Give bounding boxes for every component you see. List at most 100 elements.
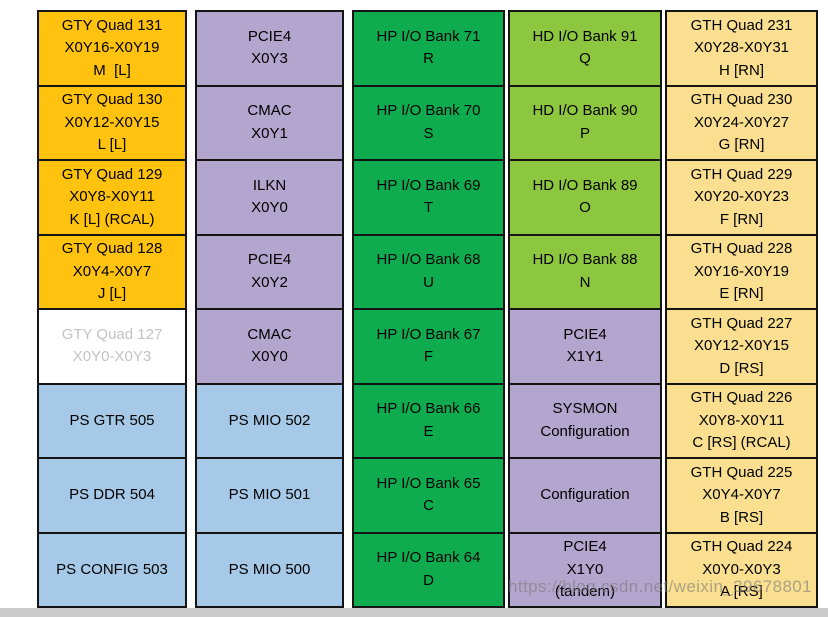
block-hp-io-bank-66: HP I/O Bank 66 E — [352, 382, 505, 459]
block-hp-io-bank-67: HP I/O Bank 67 F — [352, 308, 505, 385]
block-line: GTH Quad 228 — [690, 240, 793, 257]
block-gty-quad-130: GTY Quad 130 X0Y12-X0Y15 L [L] — [37, 84, 187, 161]
block-gty-quad-128: GTY Quad 128 X0Y4-X0Y7 J [L] — [37, 233, 187, 310]
block-hd-io-bank-91: HD I/O Bank 91 Q — [508, 10, 662, 87]
block-pcie4-x0y2: PCIE4 X0Y2 — [195, 233, 344, 310]
block-line: GTH Quad 230 — [690, 91, 793, 108]
block-gth-quad-231: GTH Quad 231 X0Y28-X0Y31 H [RN] — [665, 10, 818, 87]
block-pcie4-x1y0-tandem: PCIE4 X1Y0 (tandem) — [508, 531, 662, 608]
block-line: HP I/O Bank 71 — [376, 27, 481, 45]
block-line: GTH Quad 229 — [690, 165, 793, 183]
block-line: GTH Quad 225 — [690, 463, 793, 481]
block-line: GTY Quad 127 — [61, 325, 163, 343]
block-line: F [RN] — [719, 210, 764, 228]
column-gty-ps: GTY Quad 131 X0Y16-X0Y19 M [L] GTY Quad … — [37, 10, 187, 608]
block-line: X1Y1 — [566, 348, 604, 366]
block-line: X0Y2 — [251, 273, 288, 291]
block-pcie4-x1y1: PCIE4 X1Y1 — [508, 308, 662, 385]
block-hd-io-bank-90: HD I/O Bank 90 P — [508, 84, 662, 161]
block-gth-quad-228: GTH Quad 228 X0Y16-X0Y19 E [RN] — [665, 233, 818, 310]
block-line: PCIE4 — [247, 27, 292, 45]
block-line: S — [423, 124, 434, 142]
block-line: PS CONFIG 503 — [56, 560, 168, 578]
block-line: J [L] — [97, 285, 127, 302]
block-line: K [L] (RCAL) — [69, 210, 155, 228]
block-line: GTY Quad 130 — [61, 91, 163, 108]
block-ps-gtr-505: PS GTR 505 — [37, 382, 187, 459]
block-line: X0Y0-X0Y3 — [72, 348, 152, 366]
block-line: R — [423, 50, 434, 68]
block-ps-mio-500: PS MIO 500 — [195, 531, 344, 608]
block-line: SYSMON — [552, 400, 618, 418]
block-line: X0Y20-X0Y23 — [693, 188, 790, 205]
block-line: X0Y12-X0Y15 — [64, 113, 160, 131]
block-hd-io-bank-88: HD I/O Bank 88 N — [508, 233, 662, 310]
block-line: X0Y8-X0Y11 — [698, 411, 785, 429]
block-line: HP I/O Bank 70 — [376, 102, 481, 120]
block-line: X0Y1 — [251, 124, 288, 142]
block-line: X0Y0-X0Y3 — [702, 560, 781, 578]
block-line: U — [423, 273, 434, 291]
block-line: GTY Quad 131 — [61, 16, 163, 34]
block-hp-io-bank-68: HP I/O Bank 68 U — [352, 233, 505, 310]
block-gth-quad-224: GTH Quad 224 X0Y0-X0Y3 A [RS] — [665, 531, 818, 608]
block-line: CMAC — [247, 102, 292, 120]
block-line: L [L] — [97, 136, 127, 153]
block-ps-config-503: PS CONFIG 503 — [37, 531, 187, 608]
block-line: GTH Quad 227 — [690, 314, 793, 332]
column-hard-ip-ps-mio: PCIE4 X0Y3 CMAC X0Y1 ILKN X0Y0 PCIE4 X0Y… — [195, 10, 344, 608]
block-line: E [RN] — [719, 285, 764, 302]
block-line: PS MIO 500 — [228, 560, 311, 578]
column-gth: GTH Quad 231 X0Y28-X0Y31 H [RN] GTH Quad… — [665, 10, 818, 608]
block-line: X0Y3 — [251, 50, 288, 68]
block-ps-ddr-504: PS DDR 504 — [37, 457, 187, 534]
block-line: GTY Quad 129 — [61, 165, 163, 183]
block-ps-mio-501: PS MIO 501 — [195, 457, 344, 534]
block-line: X0Y0 — [251, 199, 288, 217]
block-line: GTH Quad 224 — [690, 538, 793, 555]
block-line: F — [423, 348, 434, 366]
block-line: PCIE4 — [247, 251, 292, 269]
block-pcie4-x0y3: PCIE4 X0Y3 — [195, 10, 344, 87]
block-line: Configuration — [540, 422, 630, 440]
block-line: D [RS] — [719, 359, 764, 377]
block-line: PCIE4 — [563, 325, 607, 343]
block-line: GTH Quad 231 — [690, 16, 793, 34]
block-line: PS DDR 504 — [69, 486, 155, 503]
block-line: A [RS] — [720, 583, 763, 600]
block-line: PS MIO 502 — [228, 411, 311, 429]
block-line: X1Y0 — [566, 560, 604, 578]
block-configuration: Configuration — [508, 457, 662, 534]
block-line: HP I/O Bank 66 — [376, 400, 481, 418]
block-line: HP I/O Bank 67 — [376, 325, 481, 343]
block-line: Configuration — [540, 486, 630, 503]
column-hd-io-config: HD I/O Bank 91 Q HD I/O Bank 90 P HD I/O… — [508, 10, 662, 608]
block-ilkn-x0y0: ILKN X0Y0 — [195, 159, 344, 236]
block-line: GTH Quad 226 — [690, 389, 793, 406]
block-line: X0Y8-X0Y11 — [69, 188, 155, 205]
block-line: X0Y16-X0Y19 — [64, 39, 160, 56]
block-line: Q — [579, 50, 591, 68]
block-line: HD I/O Bank 89 — [532, 176, 638, 194]
block-line: HP I/O Bank 65 — [376, 474, 481, 492]
block-gth-quad-226: GTH Quad 226 X0Y8-X0Y11 C [RS] (RCAL) — [665, 382, 818, 459]
block-line: G [RN] — [718, 136, 765, 153]
block-line: PCIE4 — [563, 538, 607, 555]
block-line: HP I/O Bank 64 — [376, 549, 481, 567]
block-line: HD I/O Bank 90 — [532, 102, 638, 120]
block-line: (tandem) — [554, 583, 616, 600]
block-line: X0Y4-X0Y7 — [702, 486, 781, 503]
block-line: PS MIO 501 — [228, 486, 311, 503]
block-line: N — [579, 273, 591, 291]
block-gth-quad-227: GTH Quad 227 X0Y12-X0Y15 D [RS] — [665, 308, 818, 385]
block-line: PS GTR 505 — [69, 411, 155, 429]
block-gty-quad-127: GTY Quad 127 X0Y0-X0Y3 — [37, 308, 187, 385]
block-line: T — [423, 199, 434, 217]
block-line: X0Y28-X0Y31 — [693, 39, 790, 56]
block-line: HD I/O Bank 88 — [532, 251, 638, 269]
block-line: B [RS] — [719, 508, 764, 526]
column-hp-io: HP I/O Bank 71 R HP I/O Bank 70 S HP I/O… — [352, 10, 505, 608]
block-hp-io-bank-70: HP I/O Bank 70 S — [352, 84, 505, 161]
block-hd-io-bank-89: HD I/O Bank 89 O — [508, 159, 662, 236]
block-hp-io-bank-69: HP I/O Bank 69 T — [352, 159, 505, 236]
